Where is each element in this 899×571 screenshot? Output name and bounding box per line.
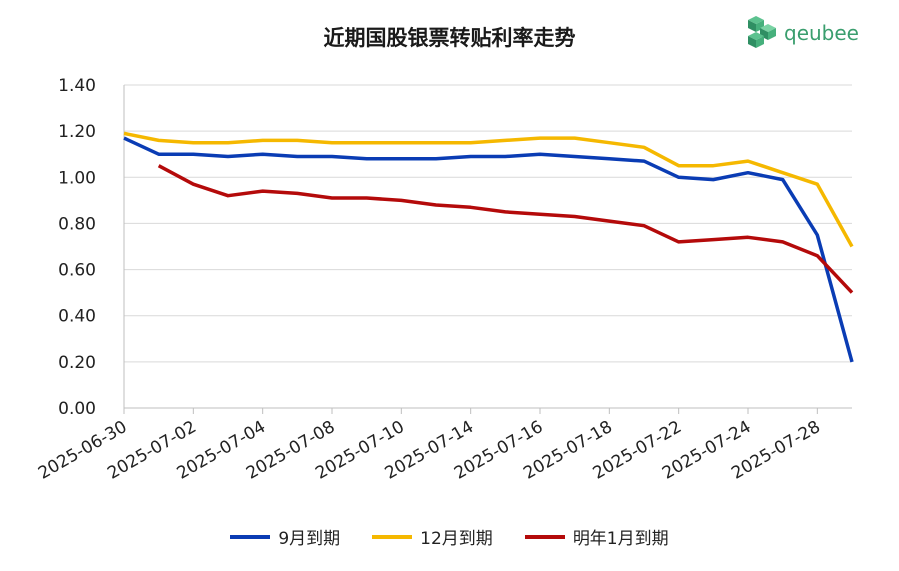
series-line-2 [157, 164, 854, 294]
legend-label: 9月到期 [278, 529, 341, 549]
qeubee-logo: qeubee [744, 14, 864, 54]
legend-item: 12月到期 [372, 524, 493, 549]
legend-item: 明年1月到期 [524, 524, 669, 549]
y-tick-label: 0.40 [58, 307, 96, 327]
y-tick-label: 0.60 [58, 261, 96, 281]
legend-swatch [524, 534, 565, 539]
y-tick-label: 0.20 [58, 353, 96, 373]
y-tick-label: 0.80 [58, 214, 96, 234]
y-tick-label: 0.00 [58, 399, 96, 419]
legend-swatch [230, 534, 271, 539]
series-line-0 [123, 136, 854, 363]
legend-label: 12月到期 [420, 529, 493, 549]
series-line-1 [123, 131, 854, 248]
cube-cluster-icon [748, 16, 776, 48]
legend: 9月到期 12月到期 明年1月到期 [0, 524, 899, 549]
y-tick-label: 1.00 [58, 168, 96, 188]
legend-item: 9月到期 [230, 524, 340, 549]
chart-title: 近期国股银票转贴利率走势 [323, 26, 576, 50]
logo-text: qeubee [784, 21, 859, 45]
y-tick-label: 1.20 [58, 122, 96, 142]
y-tick-label: 1.40 [58, 76, 96, 96]
legend-label: 明年1月到期 [572, 529, 669, 549]
legend-swatch [372, 534, 413, 539]
